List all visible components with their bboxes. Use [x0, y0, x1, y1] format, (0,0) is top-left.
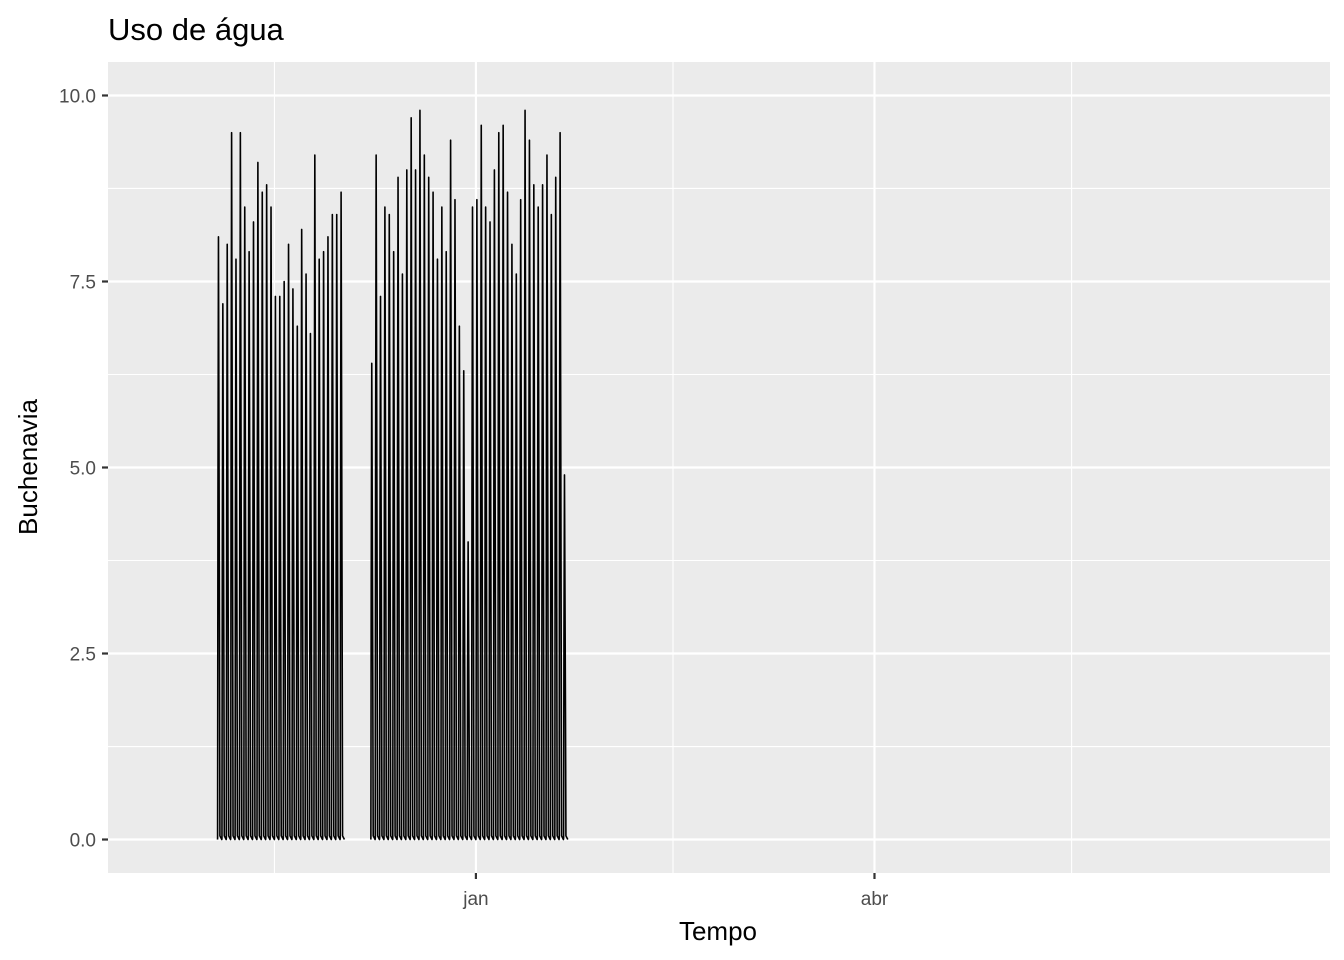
major-gridlines: [108, 62, 1330, 873]
x-tick-label: jan: [462, 889, 488, 910]
series-layer: [216, 109, 569, 841]
y-tick-label: 5.0: [70, 459, 96, 480]
x-tick-label: abr: [861, 889, 889, 910]
x-axis: jan abr: [462, 873, 889, 910]
y-axis: 0.0 2.5 5.0 7.5 10.0: [59, 86, 108, 852]
y-axis-title: Buchenavia: [13, 399, 43, 535]
y-tick-label: 2.5: [70, 645, 96, 666]
series-line-segment: [216, 131, 346, 841]
y-tick-label: 10.0: [59, 86, 96, 107]
x-axis-title: Tempo: [679, 916, 757, 946]
y-tick-label: 0.0: [70, 831, 96, 852]
y-tick-label: 7.5: [70, 272, 96, 293]
chart-title: Uso de água: [108, 12, 285, 47]
series-line-segment: [370, 109, 569, 841]
